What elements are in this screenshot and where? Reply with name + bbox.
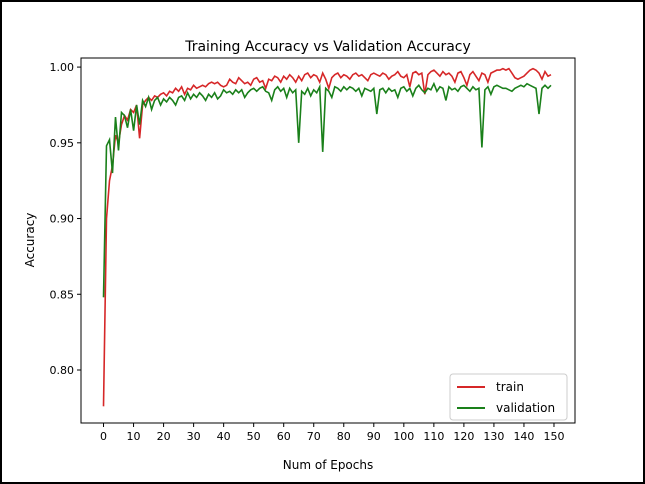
chart-title: Training Accuracy vs Validation Accuracy xyxy=(184,39,471,55)
x-tick-label: 110 xyxy=(423,430,444,443)
series-line-train xyxy=(102,67,552,407)
y-tick-label: 1.00 xyxy=(50,61,75,74)
x-tick-label: 60 xyxy=(277,430,291,443)
x-tick-label: 80 xyxy=(337,430,351,443)
x-tick-label: 30 xyxy=(187,430,201,443)
x-tick-label: 20 xyxy=(157,430,171,443)
x-tick-label: 150 xyxy=(543,430,564,443)
legend-label-train: train xyxy=(496,380,524,394)
y-tick-label: 0.90 xyxy=(50,213,75,226)
y-tick-label: 0.95 xyxy=(50,137,75,150)
x-tick-label: 100 xyxy=(393,430,414,443)
legend-label-validation: validation xyxy=(496,401,555,415)
x-tick-label: 120 xyxy=(453,430,474,443)
x-tick-label: 70 xyxy=(307,430,321,443)
x-tick-label: 90 xyxy=(367,430,381,443)
x-tick-label: 40 xyxy=(217,430,231,443)
x-tick-label: 140 xyxy=(513,430,534,443)
plot-area xyxy=(80,57,576,424)
x-tick-label: 130 xyxy=(483,430,504,443)
y-axis-label: Accuracy xyxy=(23,213,37,268)
x-tick-label: 50 xyxy=(247,430,261,443)
x-tick-label: 10 xyxy=(127,430,141,443)
series-line-validation xyxy=(102,81,552,298)
x-axis-label: Num of Epochs xyxy=(283,458,373,472)
y-tick-label: 0.80 xyxy=(50,364,75,377)
x-tick-label: 0 xyxy=(100,430,107,443)
legend: train validation xyxy=(449,373,568,421)
y-tick-label: 0.85 xyxy=(50,288,75,301)
